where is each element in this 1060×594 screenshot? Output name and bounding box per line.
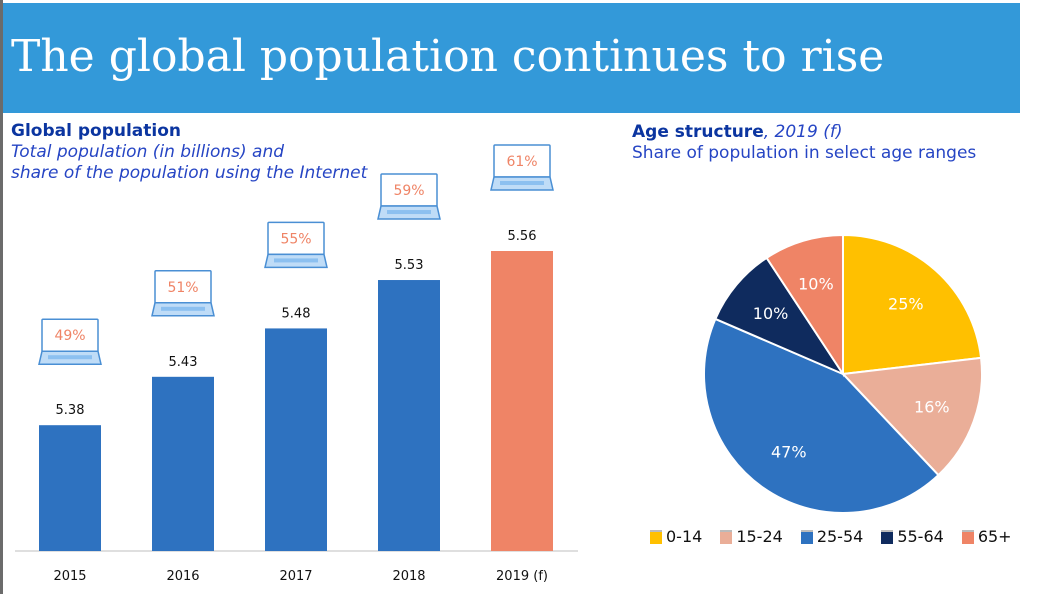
bar-chart-subtitle-1: Total population (in billions) and — [11, 142, 285, 162]
laptop-keys — [387, 210, 431, 215]
bar-value-label: 5.43 — [169, 355, 198, 370]
slide-border — [0, 0, 3, 594]
legend-item-15-24: 15-24 — [720, 527, 783, 546]
pie-slice-25-54 — [703, 317, 940, 514]
bar-2016 — [152, 376, 214, 551]
legend-label: 0-14 — [666, 527, 703, 546]
laptop-icon — [377, 173, 441, 220]
x-tick-label: 2015 — [53, 569, 86, 584]
x-tick-label: 2016 — [166, 569, 199, 584]
legend-swatch — [720, 529, 733, 544]
legend-item-0-14: 0-14 — [650, 527, 702, 546]
laptop-icon — [490, 144, 554, 191]
pie-value-label: 47% — [771, 442, 807, 461]
pie-value-label: 10% — [753, 304, 789, 323]
pie-slice-65+ — [765, 233, 844, 378]
bar-value-label: 5.56 — [508, 229, 537, 244]
internet-share-label: 61% — [506, 154, 537, 170]
internet-share-label: 59% — [393, 183, 424, 199]
laptop-icon — [38, 318, 102, 365]
legend-swatch — [650, 529, 662, 544]
laptop-keys — [48, 355, 92, 360]
bar-2019 (f) — [491, 251, 553, 551]
pie-chart-heading: Age structure, 2019 (f) Share of populat… — [632, 121, 976, 164]
legend-label: 25-54 — [816, 527, 864, 546]
legend-item-65+: 65+ — [961, 527, 1012, 546]
slide-title: The global population continues to rise — [11, 31, 885, 82]
internet-share-label: 55% — [280, 231, 311, 247]
legend-item-55-64: 55-64 — [881, 527, 944, 546]
legend-label: 65+ — [977, 527, 1012, 546]
pie-chart-title-suffix: , 2019 (f) — [763, 122, 843, 142]
laptop-keys — [161, 306, 205, 311]
title-banner: The global population continues to rise — [3, 3, 1020, 113]
bar-chart-title: Global population — [11, 121, 181, 141]
internet-share-label: 49% — [54, 328, 85, 344]
pie-slice-0-14 — [842, 233, 983, 376]
laptop-icon — [151, 270, 215, 317]
pie-chart-title: Age structure — [632, 122, 764, 142]
pie-value-label: 16% — [914, 397, 950, 416]
bar-value-label: 5.38 — [56, 403, 85, 418]
bar-2015 — [39, 425, 101, 551]
internet-share-label: 51% — [167, 280, 198, 296]
bar-value-label: 5.53 — [395, 258, 424, 273]
pie-legend: 0-14 15-24 25-54 55-64 65+ — [650, 527, 1012, 546]
bar-chart-heading: Global population Total population (in b… — [11, 121, 367, 184]
pie-slice-55-64 — [714, 256, 846, 377]
legend-swatch — [881, 529, 894, 544]
legend-label: 55-64 — [897, 527, 944, 546]
pie-slice-15-24 — [840, 356, 983, 477]
laptop-keys — [274, 258, 318, 263]
pie-value-label: 25% — [888, 294, 924, 313]
bar-chart-subtitle-2: share of the population using the Intern… — [11, 163, 368, 183]
x-tick-label: 2017 — [279, 569, 312, 584]
pie-value-label: 10% — [798, 274, 834, 293]
laptop-icon — [264, 221, 328, 269]
x-tick-label: 2019 (f) — [496, 569, 548, 584]
legend-swatch — [800, 529, 813, 544]
laptop-keys — [500, 181, 544, 185]
legend-label: 15-24 — [736, 527, 783, 546]
x-tick-label: 2018 — [392, 569, 425, 584]
bar-2017 — [265, 328, 327, 551]
legend-item-25-54: 25-54 — [800, 527, 864, 546]
legend-swatch — [961, 529, 974, 544]
bar-value-label: 5.48 — [282, 306, 311, 321]
bar-2018 — [378, 280, 440, 551]
pie-chart-subtitle: Share of population in select age ranges — [632, 143, 977, 163]
